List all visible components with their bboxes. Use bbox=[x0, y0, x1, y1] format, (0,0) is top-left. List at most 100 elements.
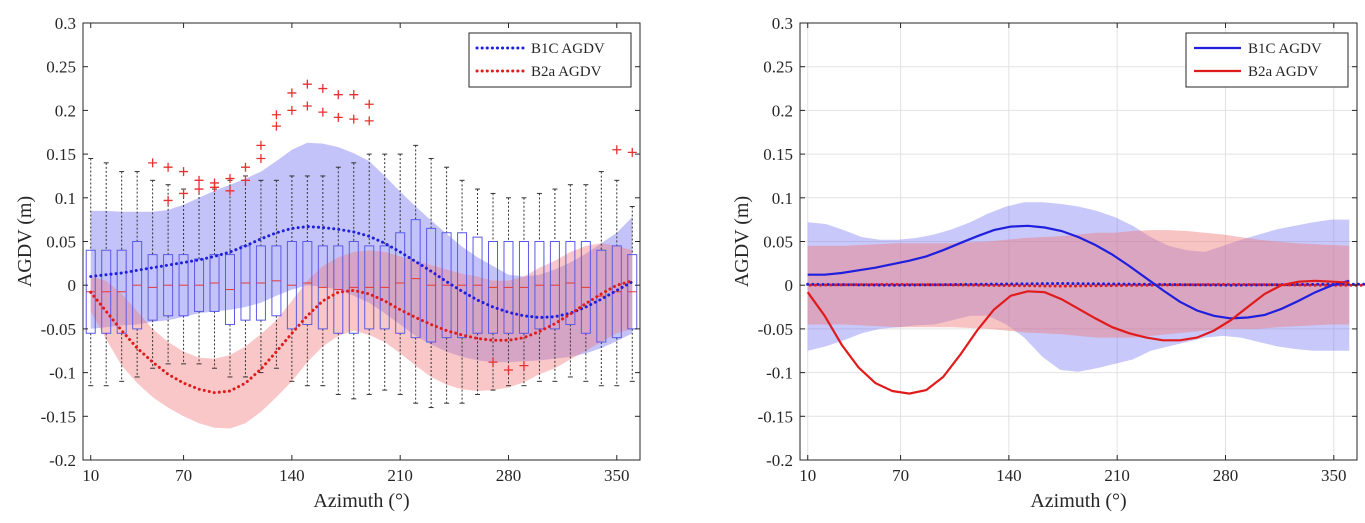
outlier-marker bbox=[240, 162, 250, 172]
legend-box bbox=[1185, 32, 1349, 88]
outlier-marker bbox=[179, 188, 189, 198]
boxplot-70 bbox=[178, 188, 189, 365]
boxplot-170 bbox=[333, 166, 344, 395]
boxplot-330 bbox=[580, 184, 591, 382]
boxplot-290 bbox=[518, 197, 529, 387]
b2a-agdv-line bbox=[89, 279, 634, 395]
boxplot-250 bbox=[457, 179, 468, 404]
outlier-marker bbox=[210, 182, 220, 192]
y-tick-label: -0.2 bbox=[49, 451, 76, 470]
b2a-agdv-line bbox=[806, 279, 1350, 395]
y-axis-label: AGDV (m) bbox=[14, 196, 36, 287]
boxplot-220 bbox=[410, 144, 421, 404]
y-tick-label: 0.05 bbox=[763, 233, 793, 252]
boxplot-120 bbox=[255, 179, 266, 374]
x-tick-label: 280 bbox=[1213, 466, 1239, 485]
legend-entry: B2a AGDV bbox=[531, 64, 602, 80]
boxplot-130 bbox=[271, 179, 282, 369]
boxplot-200 bbox=[379, 153, 390, 391]
boxplot-280 bbox=[503, 197, 514, 387]
x-tick-label: 350 bbox=[604, 466, 630, 485]
boxplot-20 bbox=[101, 162, 112, 387]
boxplot-210 bbox=[395, 153, 406, 395]
outlier-marker bbox=[287, 105, 297, 115]
outlier-marker bbox=[333, 90, 343, 100]
y-tick-label: 0 bbox=[68, 276, 77, 295]
outlier-marker bbox=[256, 153, 266, 163]
legend-entry: B1C AGDV bbox=[531, 41, 605, 57]
outlier-marker bbox=[302, 79, 312, 89]
boxplot-230 bbox=[426, 157, 437, 409]
y-tick-label: -0.2 bbox=[766, 451, 793, 470]
x-tick-label: 140 bbox=[996, 466, 1022, 485]
b1c-agdv-line bbox=[807, 224, 1350, 320]
outlier-marker bbox=[163, 195, 173, 205]
outlier-marker bbox=[318, 84, 328, 94]
boxplot-360 bbox=[627, 206, 638, 382]
x-axis-label: Azimuth (°) bbox=[1030, 490, 1126, 512]
outlier-marker bbox=[519, 361, 529, 371]
boxplot-60 bbox=[163, 184, 174, 365]
outlier-marker bbox=[349, 90, 359, 100]
y-tick-label: 0.1 bbox=[55, 189, 76, 208]
boxplot-190 bbox=[364, 153, 375, 395]
y-tick-label: 0.05 bbox=[46, 233, 76, 252]
outlier-marker bbox=[349, 114, 359, 124]
y-tick-label: -0.15 bbox=[758, 407, 793, 426]
outlier-marker bbox=[318, 107, 328, 117]
legend-box bbox=[468, 32, 632, 88]
y-tick-label: 0.3 bbox=[55, 14, 76, 33]
x-tick-label: 210 bbox=[387, 466, 413, 485]
boxplot-300 bbox=[534, 192, 545, 382]
y-tick-label: 0.3 bbox=[772, 14, 793, 33]
y-tick-label: 0.2 bbox=[55, 101, 76, 120]
outlier-marker bbox=[240, 175, 250, 185]
y-tick-label: 0.25 bbox=[763, 58, 793, 77]
x-tick-label: 70 bbox=[892, 466, 909, 485]
outlier-marker bbox=[271, 121, 281, 131]
outlier-marker bbox=[194, 184, 204, 194]
outlier-marker bbox=[148, 158, 158, 168]
outlier-marker bbox=[256, 140, 266, 150]
boxplot-140 bbox=[286, 175, 297, 382]
b2a-residual-line bbox=[806, 282, 1365, 288]
outlier-marker bbox=[302, 101, 312, 111]
y-tick-label: -0.15 bbox=[41, 407, 76, 426]
x-tick-label: 140 bbox=[279, 466, 305, 485]
y-tick-label: 0 bbox=[785, 276, 794, 295]
y-tick-label: 0.2 bbox=[772, 101, 793, 120]
boxplot-30 bbox=[116, 171, 127, 382]
x-tick-label: 10 bbox=[799, 466, 816, 485]
legend: B1C AGDV B2a AGDV bbox=[468, 32, 632, 88]
y-tick-label: -0.1 bbox=[49, 364, 76, 383]
y-tick-label: -0.1 bbox=[766, 364, 793, 383]
outlier-marker bbox=[271, 110, 281, 120]
b1c-agdv-line bbox=[89, 225, 634, 320]
y-tick-label: 0.15 bbox=[763, 145, 793, 164]
outlier-marker bbox=[163, 162, 173, 172]
y-tick-label: -0.05 bbox=[41, 320, 76, 339]
y-tick-label: 0.15 bbox=[46, 145, 76, 164]
y-axis-label: AGDV (m) bbox=[731, 196, 753, 287]
outlier-marker bbox=[225, 186, 235, 196]
x-tick-label: 350 bbox=[1321, 466, 1347, 485]
x-tick-label: 10 bbox=[82, 466, 99, 485]
outlier-marker bbox=[194, 175, 204, 185]
boxplot-150 bbox=[302, 175, 313, 387]
x-tick-label: 280 bbox=[496, 466, 522, 485]
outlier-marker bbox=[333, 112, 343, 122]
boxplot-50 bbox=[147, 179, 158, 369]
outlier-marker bbox=[225, 174, 235, 184]
y-tick-label: 0.1 bbox=[772, 189, 793, 208]
y-tick-label: 0.25 bbox=[46, 58, 76, 77]
boxplot-40 bbox=[132, 171, 143, 378]
outlier-marker bbox=[179, 167, 189, 177]
legend-entry: B2a AGDV bbox=[1248, 64, 1319, 80]
axes-panel-1: 10 70 140 210 280 350 -0.2 -0.15 -0.1 -0.05 0 0.05 0… bbox=[14, 14, 641, 512]
legend-entry: B1C AGDV bbox=[1248, 41, 1322, 57]
outlier-marker bbox=[488, 357, 498, 367]
boxplot-10 bbox=[85, 157, 96, 387]
x-tick-label: 210 bbox=[1104, 466, 1130, 485]
outlier-marker bbox=[364, 116, 374, 126]
